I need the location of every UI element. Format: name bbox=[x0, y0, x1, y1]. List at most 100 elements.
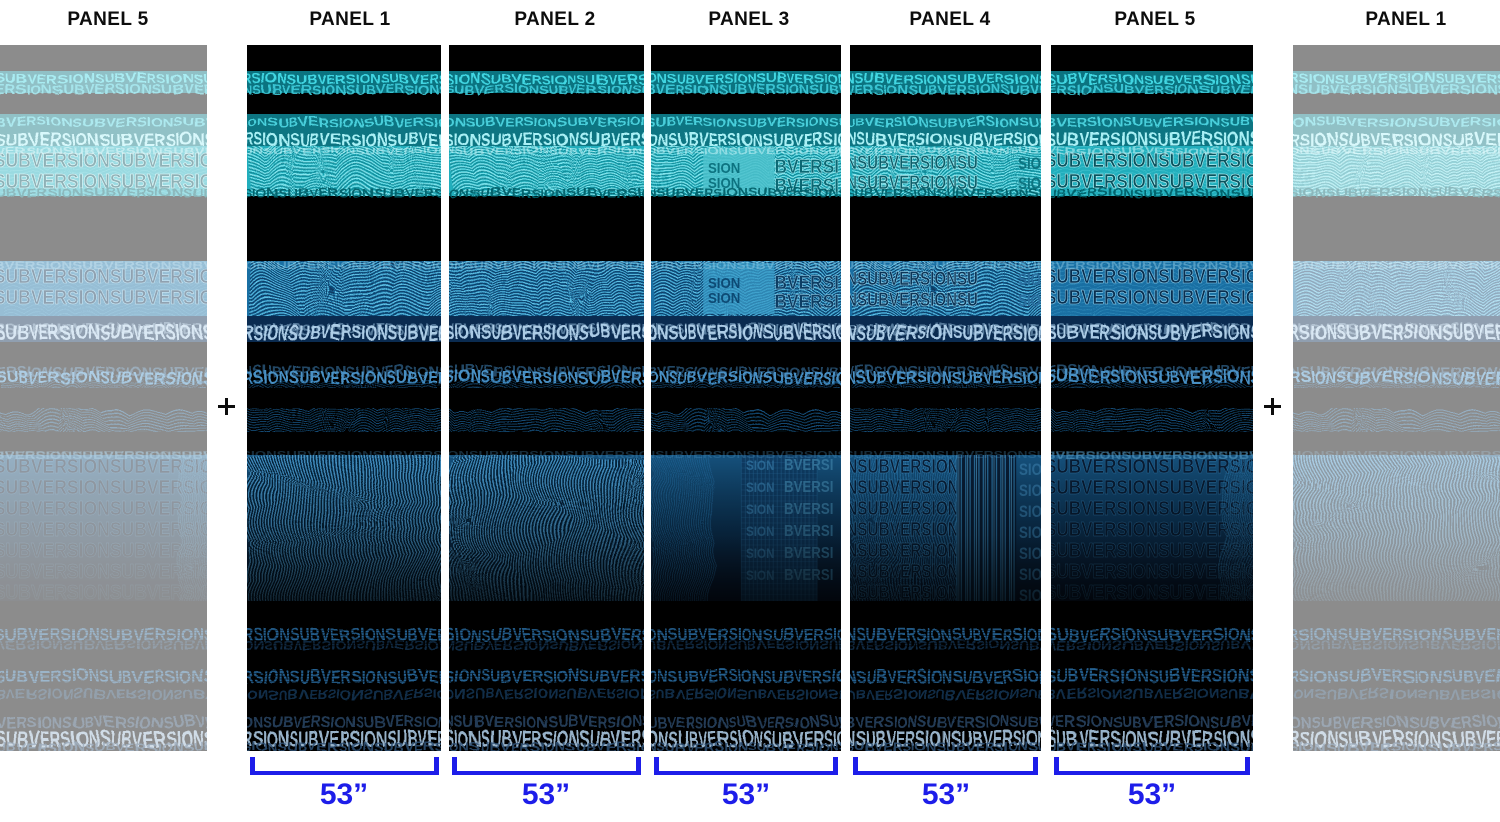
svg-text:UBVERSIONSUBVERSIONSUB: UBVERSIONSUBVERSIONSUB bbox=[850, 260, 1041, 272]
svg-text:BVERSI: BVERSI bbox=[775, 175, 840, 197]
svg-text:SUBVERSIONSUBVERSIONSU: SUBVERSIONSUBVERSIONSU bbox=[1051, 70, 1253, 85]
svg-text:NSUBVERSIONSU: NSUBVERSIONSU bbox=[850, 152, 978, 173]
svg-text:NSUBVERSIONSUBVERSIONS: NSUBVERSIONSUBVERSIONS bbox=[449, 713, 644, 730]
svg-text:UBVERSIONSUBVERSIONSUB: UBVERSIONSUBVERSIONSUB bbox=[850, 115, 1041, 128]
svg-text:SUBVERSIONSUBVERSIONSU: SUBVERSIONSUBVERSIONSU bbox=[850, 450, 1041, 461]
svg-text:SUBVERSIONSUBVERSIONSU: SUBVERSIONSUBVERSIONSU bbox=[247, 320, 441, 337]
svg-text:SUBVERSIONSUBVERSIO: SUBVERSIONSUBVERSIO bbox=[1051, 287, 1253, 309]
svg-text:SUBVERSIONSUBVERSIONS: SUBVERSIONSUBVERSIONS bbox=[1051, 665, 1253, 685]
svg-text:SUBVERSIONSUBVERSIONSU: SUBVERSIONSUBVERSIONSU bbox=[651, 260, 841, 272]
svg-text:RSIONSUBVERSIONSUBVER: RSIONSUBVERSIONSUBVER bbox=[247, 665, 441, 685]
svg-text:RSIONSUBVERSIONSUBVER: RSIONSUBVERSIONSUBVER bbox=[247, 128, 441, 148]
svg-text:SUBVERSIONSUBVERSIONSU: SUBVERSIONSUBVERSIONSU bbox=[850, 185, 1041, 198]
svg-text:NSUBVERSIONSUBVERSIONS: NSUBVERSIONSUBVERSIONS bbox=[651, 450, 841, 461]
svg-text:ONSUBVERSIONSUBVERSIO: ONSUBVERSIONSUBVERSIO bbox=[651, 665, 841, 686]
svg-text:VERSIONSUBVERSIONSUBVE: VERSIONSUBVERSIONSUBVE bbox=[651, 320, 841, 337]
svg-text:BVERSI: BVERSI bbox=[775, 291, 840, 313]
svg-text:SUBVERSIONSUBVERSIO: SUBVERSIONSUBVERSIO bbox=[1051, 171, 1253, 193]
svg-text:BVERSI: BVERSI bbox=[775, 156, 840, 178]
svg-text:SIO: SIO bbox=[1018, 291, 1041, 310]
svg-text:SUBVERSIONSUBVERSIONSU: SUBVERSIONSUBVERSIONSU bbox=[449, 81, 644, 95]
svg-text:VERSIONSUBVERSIONSUBVE: VERSIONSUBVERSIONSUBVE bbox=[1051, 712, 1253, 730]
svg-text:ONSUBVERSIONSUBVERSION: ONSUBVERSIONSUBVERSION bbox=[449, 685, 644, 701]
svg-text:SIONSUBVERSIONSUBVERS: SIONSUBVERSIONSUBVERS bbox=[449, 366, 644, 386]
svg-text:NSUBVERSIONSUBVERSION: NSUBVERSIONSUBVERSION bbox=[850, 665, 1041, 685]
svg-text:ERSIONSUBVERSIONSUBVER: ERSIONSUBVERSIONSUBVER bbox=[850, 320, 1041, 337]
svg-text:IONSUBVERSIONSUBVERSIO: IONSUBVERSIONSUBVERSIO bbox=[449, 450, 644, 461]
svg-text:NSUBVERSIONSUBVERSIONS: NSUBVERSIONSUBVERSIONS bbox=[651, 739, 841, 751]
svg-text:NSUBVERSIONSU: NSUBVERSIONSU bbox=[850, 268, 978, 289]
svg-text:SIONSUBVERSIONSUBVERS: SIONSUBVERSIONSUBVERS bbox=[449, 665, 644, 685]
svg-text:BVERSI: BVERSI bbox=[775, 272, 840, 294]
svg-text:NSUBVERSIONSUBVERSIONS: NSUBVERSIONSUBVERSIONS bbox=[651, 185, 841, 198]
svg-text:UBVERSIONSUBVERSIONSUB: UBVERSIONSUBVERSIONSUB bbox=[850, 685, 1041, 700]
svg-text:BVERSIONSUBVERSIONSUBV: BVERSIONSUBVERSIONSUBV bbox=[850, 713, 1041, 730]
svg-text:BVERSIONSUBVERSIONSUBV: BVERSIONSUBVERSIONSUBV bbox=[1051, 685, 1253, 701]
svg-text:SIONSUBVERSIONSUBVERS: SIONSUBVERSIONSUBVERS bbox=[449, 725, 644, 750]
svg-text:RSIONSUBVERSIONSUBVER: RSIONSUBVERSIONSUBVER bbox=[247, 725, 441, 750]
svg-text:SUBVERSIONSUBVERSIONS: SUBVERSIONSUBVERSIONS bbox=[1051, 320, 1253, 343]
svg-text:UBVERSIONSUBVERSIONSUB: UBVERSIONSUBVERSIONSUB bbox=[1051, 738, 1253, 751]
svg-text:SIONSUBVERSIONSUBVERSI: SIONSUBVERSIONSUBVERSI bbox=[247, 450, 441, 461]
svg-text:SUBVERSIONSUBVERSIONS: SUBVERSIONSUBVERSIONS bbox=[1051, 366, 1253, 386]
svg-text:NSUBVERSIONSU: NSUBVERSIONSU bbox=[850, 289, 978, 310]
svg-text:IONSUBVERSIONSUBVERSIO: IONSUBVERSIONSUBVERSIO bbox=[247, 685, 441, 700]
svg-text:SION: SION bbox=[708, 161, 740, 177]
svg-text:BVERSIONSUBVERSIONSUBV: BVERSIONSUBVERSIONSUBV bbox=[1051, 114, 1253, 128]
svg-text:ERSIONSUBVERSIONSUBVER: ERSIONSUBVERSIONSUBVER bbox=[1051, 82, 1253, 96]
svg-text:ONSUBVERSIONSUBVERSIO: ONSUBVERSIONSUBVERSIO bbox=[651, 366, 841, 387]
svg-text:SIONSUBVERSIONSUBVERS: SIONSUBVERSIONSUBVERS bbox=[449, 320, 644, 343]
svg-text:SIO: SIO bbox=[1018, 270, 1041, 289]
svg-text:UBVERSIONSUBVERSIONSUB: UBVERSIONSUBVERSIONSUB bbox=[1051, 450, 1253, 461]
svg-text:IONSUBVERSIONSUBVERSIO: IONSUBVERSIONSUBVERSIO bbox=[247, 114, 441, 128]
svg-text:VERSIONSUBVERSIONSUBVE: VERSIONSUBVERSIONSUBVE bbox=[850, 363, 1041, 379]
svg-text:VERSIONSUBVERSIONSUBVE: VERSIONSUBVERSIONSUBVE bbox=[1051, 145, 1253, 156]
svg-text:NSUBVERSIONSUBVERSIONS: NSUBVERSIONSUBVERSIONS bbox=[449, 144, 644, 154]
svg-text:BVERSIONSUBVERSIONSUBV: BVERSIONSUBVERSIONSUBV bbox=[850, 144, 1041, 154]
svg-text:NSUBVERSIONSUBVERSIONS: NSUBVERSIONSUBVERSIONS bbox=[850, 70, 1041, 85]
svg-text:IONSUBVERSIONSUBVERSIO: IONSUBVERSIONSUBVERSIO bbox=[247, 260, 441, 272]
svg-text:RSIONSUBVERSIONSUBVERS: RSIONSUBVERSIONSUBVERS bbox=[247, 70, 441, 85]
svg-text:ERSIONSUBVERSIONSUBVER: ERSIONSUBVERSIONSUBVER bbox=[1051, 362, 1253, 379]
svg-text:ONSUBVERSIONSUBVERSION: ONSUBVERSIONSUBVERSION bbox=[247, 144, 441, 154]
svg-text:RSIONSUBVERSIONSUBVERS: RSIONSUBVERSIONSUBVERS bbox=[1051, 319, 1253, 337]
svg-text:ONSUBVERSIONSUBVERSION: ONSUBVERSIONSUBVERSION bbox=[651, 71, 841, 85]
svg-text:SUBVERSIONSUBVERSIONS: SUBVERSIONSUBVERSIONS bbox=[1051, 128, 1253, 148]
svg-text:NSUBVERSIONSUBVERSION: NSUBVERSIONSUBVERSION bbox=[850, 366, 1041, 386]
svg-text:RSIONSUBVERSIONSUBVER: RSIONSUBVERSIONSUBVER bbox=[247, 320, 441, 343]
svg-text:SUBVERSIONSUBVERSIO: SUBVERSIONSUBVERSIO bbox=[1051, 266, 1253, 288]
svg-text:SUBVERSIONSUBVERSIONS: SUBVERSIONSUBVERSIONS bbox=[1051, 725, 1253, 750]
svg-text:IONSUBVERSIONSUBVERSIO: IONSUBVERSIONSUBVERSIO bbox=[449, 738, 644, 751]
svg-text:SION: SION bbox=[708, 291, 740, 307]
svg-text:ONSUBVERSIONSUBVERSION: ONSUBVERSIONSUBVERSION bbox=[247, 713, 441, 730]
svg-text:SIO: SIO bbox=[1018, 154, 1041, 173]
svg-text:IONSUBVERSIONSUBVERSIO: IONSUBVERSIONSUBVERSIO bbox=[449, 184, 644, 198]
svg-text:SIONSUBVERSIONSUBVERS: SIONSUBVERSIONSUBVERS bbox=[449, 128, 644, 148]
svg-text:NSUBVERSIONSUBVERSION: NSUBVERSIONSUBVERSION bbox=[850, 726, 1041, 751]
svg-text:SIONSUBVERSIONSUBVERSI: SIONSUBVERSIONSUBVERSI bbox=[247, 738, 441, 751]
svg-text:SIO: SIO bbox=[1018, 174, 1041, 193]
svg-text:BVERSIONSUBVERSIONSUBV: BVERSIONSUBVERSIONSUBV bbox=[651, 81, 841, 95]
svg-text:NSUBVERSIONSUBVERSION: NSUBVERSIONSUBVERSION bbox=[850, 128, 1041, 148]
svg-text:ONSUBVERSIONSUBVERSIO: ONSUBVERSIONSUBVERSIO bbox=[651, 128, 841, 149]
svg-text:NSUBVERSIONSU: NSUBVERSIONSU bbox=[850, 172, 978, 193]
svg-text:UBVERSIONSUBVERSIONSUB: UBVERSIONSUBVERSIONSUB bbox=[651, 713, 841, 730]
svg-text:SIONSUBVERSIONSUBVERSI: SIONSUBVERSIONSUBVERSI bbox=[449, 70, 644, 85]
svg-text:NSUBVERSIONSUBVERSIONS: NSUBVERSIONSUBVERSIONS bbox=[247, 81, 441, 95]
svg-text:UBVERSIONSUBVERSIONSUB: UBVERSIONSUBVERSIONSUB bbox=[651, 144, 841, 154]
svg-text:SUBVERSIONSUBVERSIONSU: SUBVERSIONSUBVERSIONSU bbox=[449, 363, 644, 379]
svg-text:ONSUBVERSIONSUBVERSIO: ONSUBVERSIONSUBVERSIO bbox=[651, 320, 841, 344]
svg-text:SUBVERSIONSUBVERSIONSU: SUBVERSIONSUBVERSIONSU bbox=[651, 685, 841, 700]
svg-text:ONSUBVERSIONSUBVERSIO: ONSUBVERSIONSUBVERSIO bbox=[651, 726, 841, 751]
svg-text:NSUBVERSIONSUBVERSION: NSUBVERSIONSUBVERSION bbox=[850, 320, 1041, 344]
svg-text:SUBVERSIONSUBVERSIONSU: SUBVERSIONSUBVERSIONSU bbox=[850, 738, 1041, 751]
svg-text:UBVERSIONSUBVERSIONSUB: UBVERSIONSUBVERSIONSUB bbox=[1051, 185, 1253, 199]
svg-text:SION: SION bbox=[708, 276, 740, 292]
svg-text:UBVERSIONSUBVERSIONSUB: UBVERSIONSUBVERSIONSUB bbox=[449, 320, 644, 337]
svg-text:ONSUBVERSIONSUBVERSION: ONSUBVERSIONSUBVERSION bbox=[449, 114, 644, 128]
svg-text:ONSUBVERSIONSUBVERSION: ONSUBVERSIONSUBVERSION bbox=[449, 260, 644, 272]
svg-text:VERSIONSUBVERSIONSUBVE: VERSIONSUBVERSIONSUBVE bbox=[850, 81, 1041, 95]
svg-text:RSIONSUBVERSIONSUBVER: RSIONSUBVERSIONSUBVER bbox=[247, 366, 441, 386]
svg-text:SIONSUBVERSIONSUBVERSI: SIONSUBVERSIONSUBVERSI bbox=[247, 184, 441, 198]
svg-text:SION: SION bbox=[708, 176, 740, 192]
